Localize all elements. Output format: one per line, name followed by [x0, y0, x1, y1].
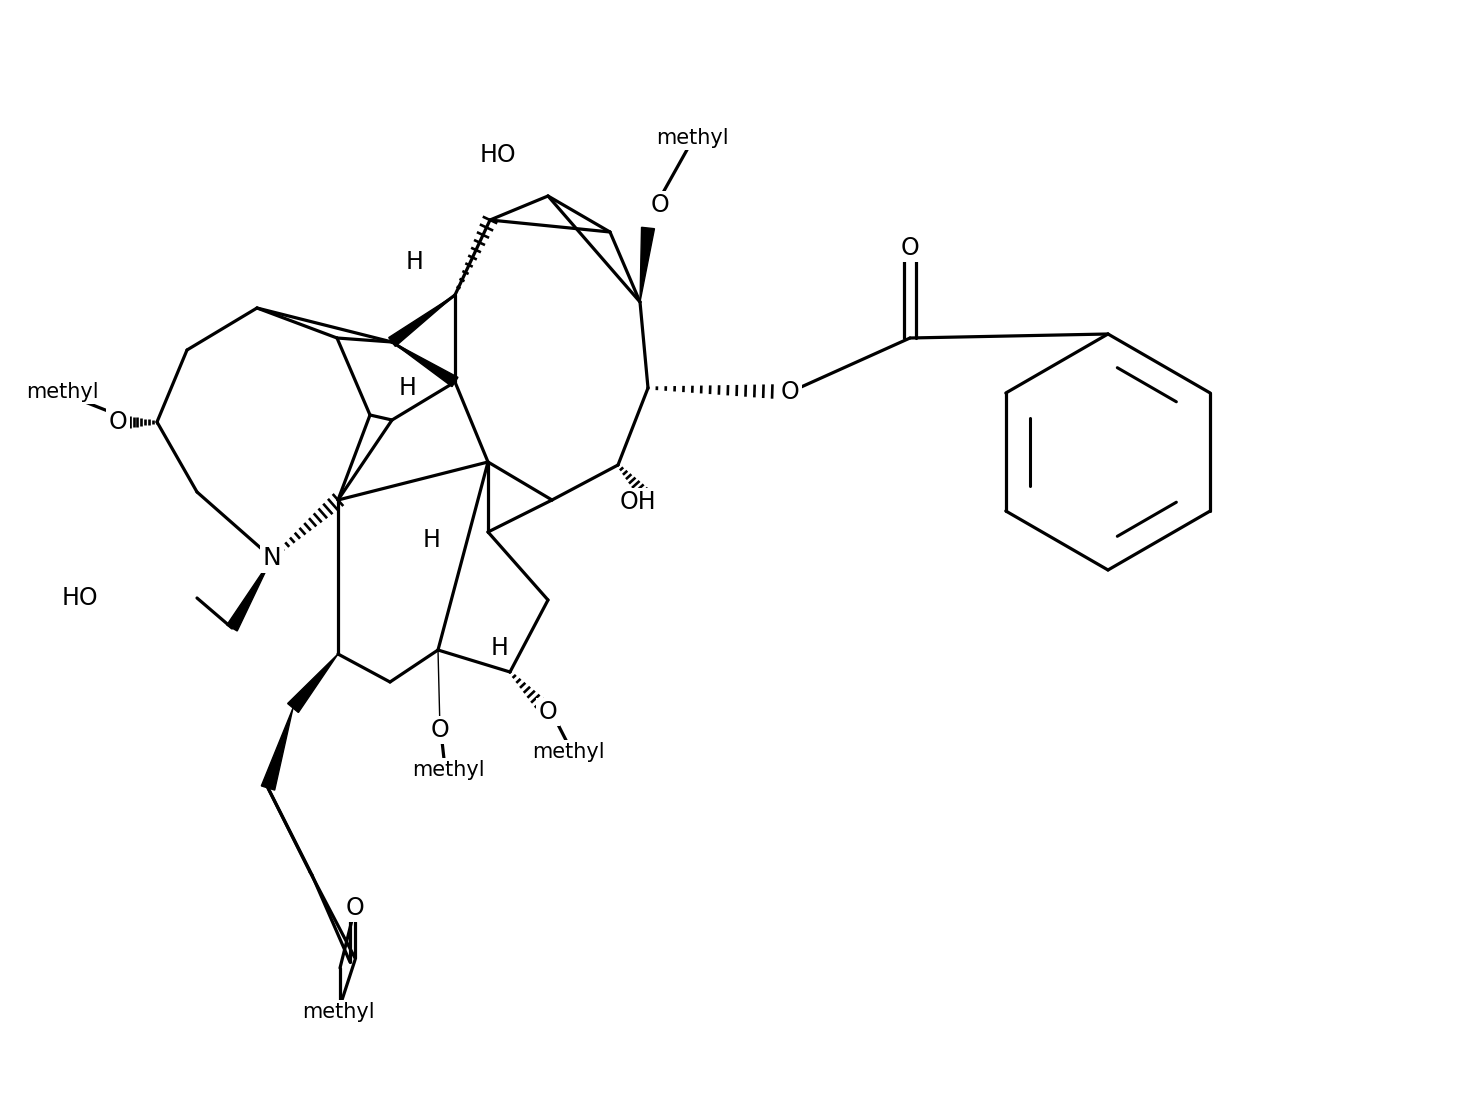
Text: methyl: methyl [656, 128, 728, 148]
Text: HO: HO [479, 144, 516, 167]
Text: O: O [109, 410, 127, 434]
Text: O: O [430, 718, 450, 742]
Polygon shape [392, 342, 458, 386]
Polygon shape [640, 227, 654, 302]
Text: O: O [781, 380, 799, 404]
Text: methyl: methyl [411, 760, 485, 781]
Text: methyl: methyl [302, 1002, 374, 1022]
Text: H: H [405, 250, 425, 274]
Text: O: O [650, 193, 669, 217]
Polygon shape [287, 654, 338, 712]
Polygon shape [438, 650, 441, 730]
Polygon shape [227, 558, 273, 631]
Text: methyl: methyl [25, 382, 99, 402]
Text: methyl: methyl [532, 742, 604, 762]
Text: OH: OH [619, 490, 656, 514]
Polygon shape [261, 708, 293, 790]
Text: O: O [901, 236, 920, 261]
Text: HO: HO [62, 586, 99, 611]
Text: N: N [262, 546, 282, 570]
Text: O: O [345, 896, 364, 920]
Polygon shape [389, 295, 455, 347]
Text: H: H [423, 528, 441, 552]
Text: O: O [538, 700, 557, 724]
Text: H: H [399, 376, 417, 400]
Text: H: H [491, 636, 509, 660]
